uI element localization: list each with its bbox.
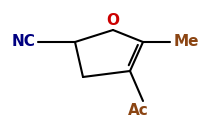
Text: NC: NC xyxy=(12,34,36,49)
Text: Me: Me xyxy=(173,34,199,49)
Text: O: O xyxy=(106,13,119,28)
Text: Ac: Ac xyxy=(127,103,148,118)
